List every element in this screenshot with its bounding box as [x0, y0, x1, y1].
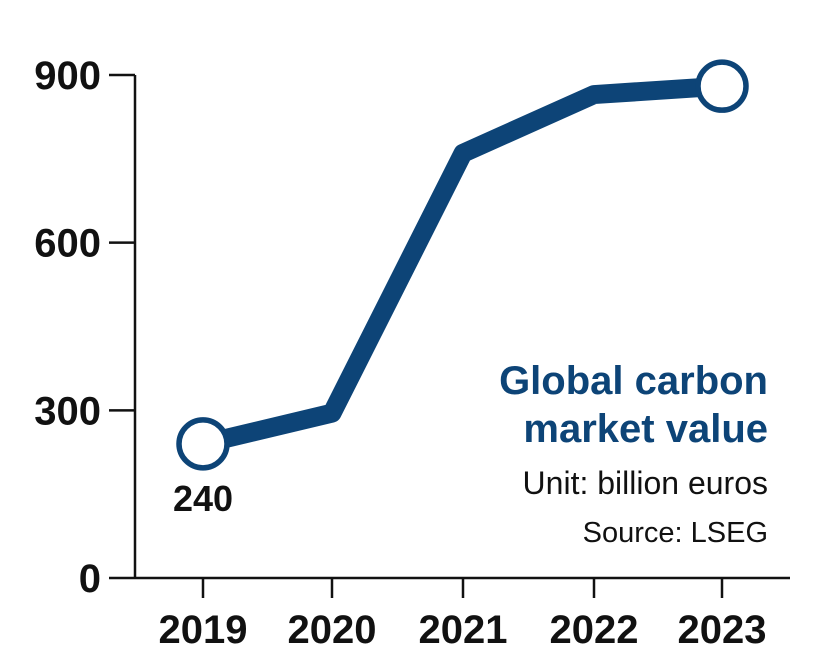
- x-tick-label: 2022: [550, 608, 639, 652]
- data-label: 240: [173, 478, 233, 519]
- y-tick-label: 300: [34, 389, 101, 433]
- x-tick-label: 2019: [159, 608, 248, 652]
- title-line-2: market value: [523, 407, 768, 451]
- data-labels: 240: [173, 478, 233, 519]
- series-line: [193, 76, 732, 454]
- x-tick-label: 2021: [419, 608, 508, 652]
- series-group: [176, 59, 749, 471]
- y-ticks: 0 300 600 900: [34, 54, 135, 601]
- title-line-1: Global carbon: [499, 359, 768, 403]
- x-tick-label: 2023: [678, 608, 767, 652]
- source-note: Source: LSEG: [583, 517, 768, 549]
- chart-title: Global carbon market value: [499, 359, 768, 451]
- data-point-marker: [695, 59, 749, 113]
- x-tick-label: 2020: [288, 608, 377, 652]
- data-point-marker: [176, 417, 230, 471]
- y-tick-label: 0: [79, 557, 101, 601]
- y-tick-label: 900: [34, 54, 101, 98]
- unit-subtitle: Unit: billion euros: [523, 465, 768, 501]
- x-ticks: 2019 2020 2021 2022 2023: [159, 578, 767, 652]
- y-tick-label: 600: [34, 222, 101, 266]
